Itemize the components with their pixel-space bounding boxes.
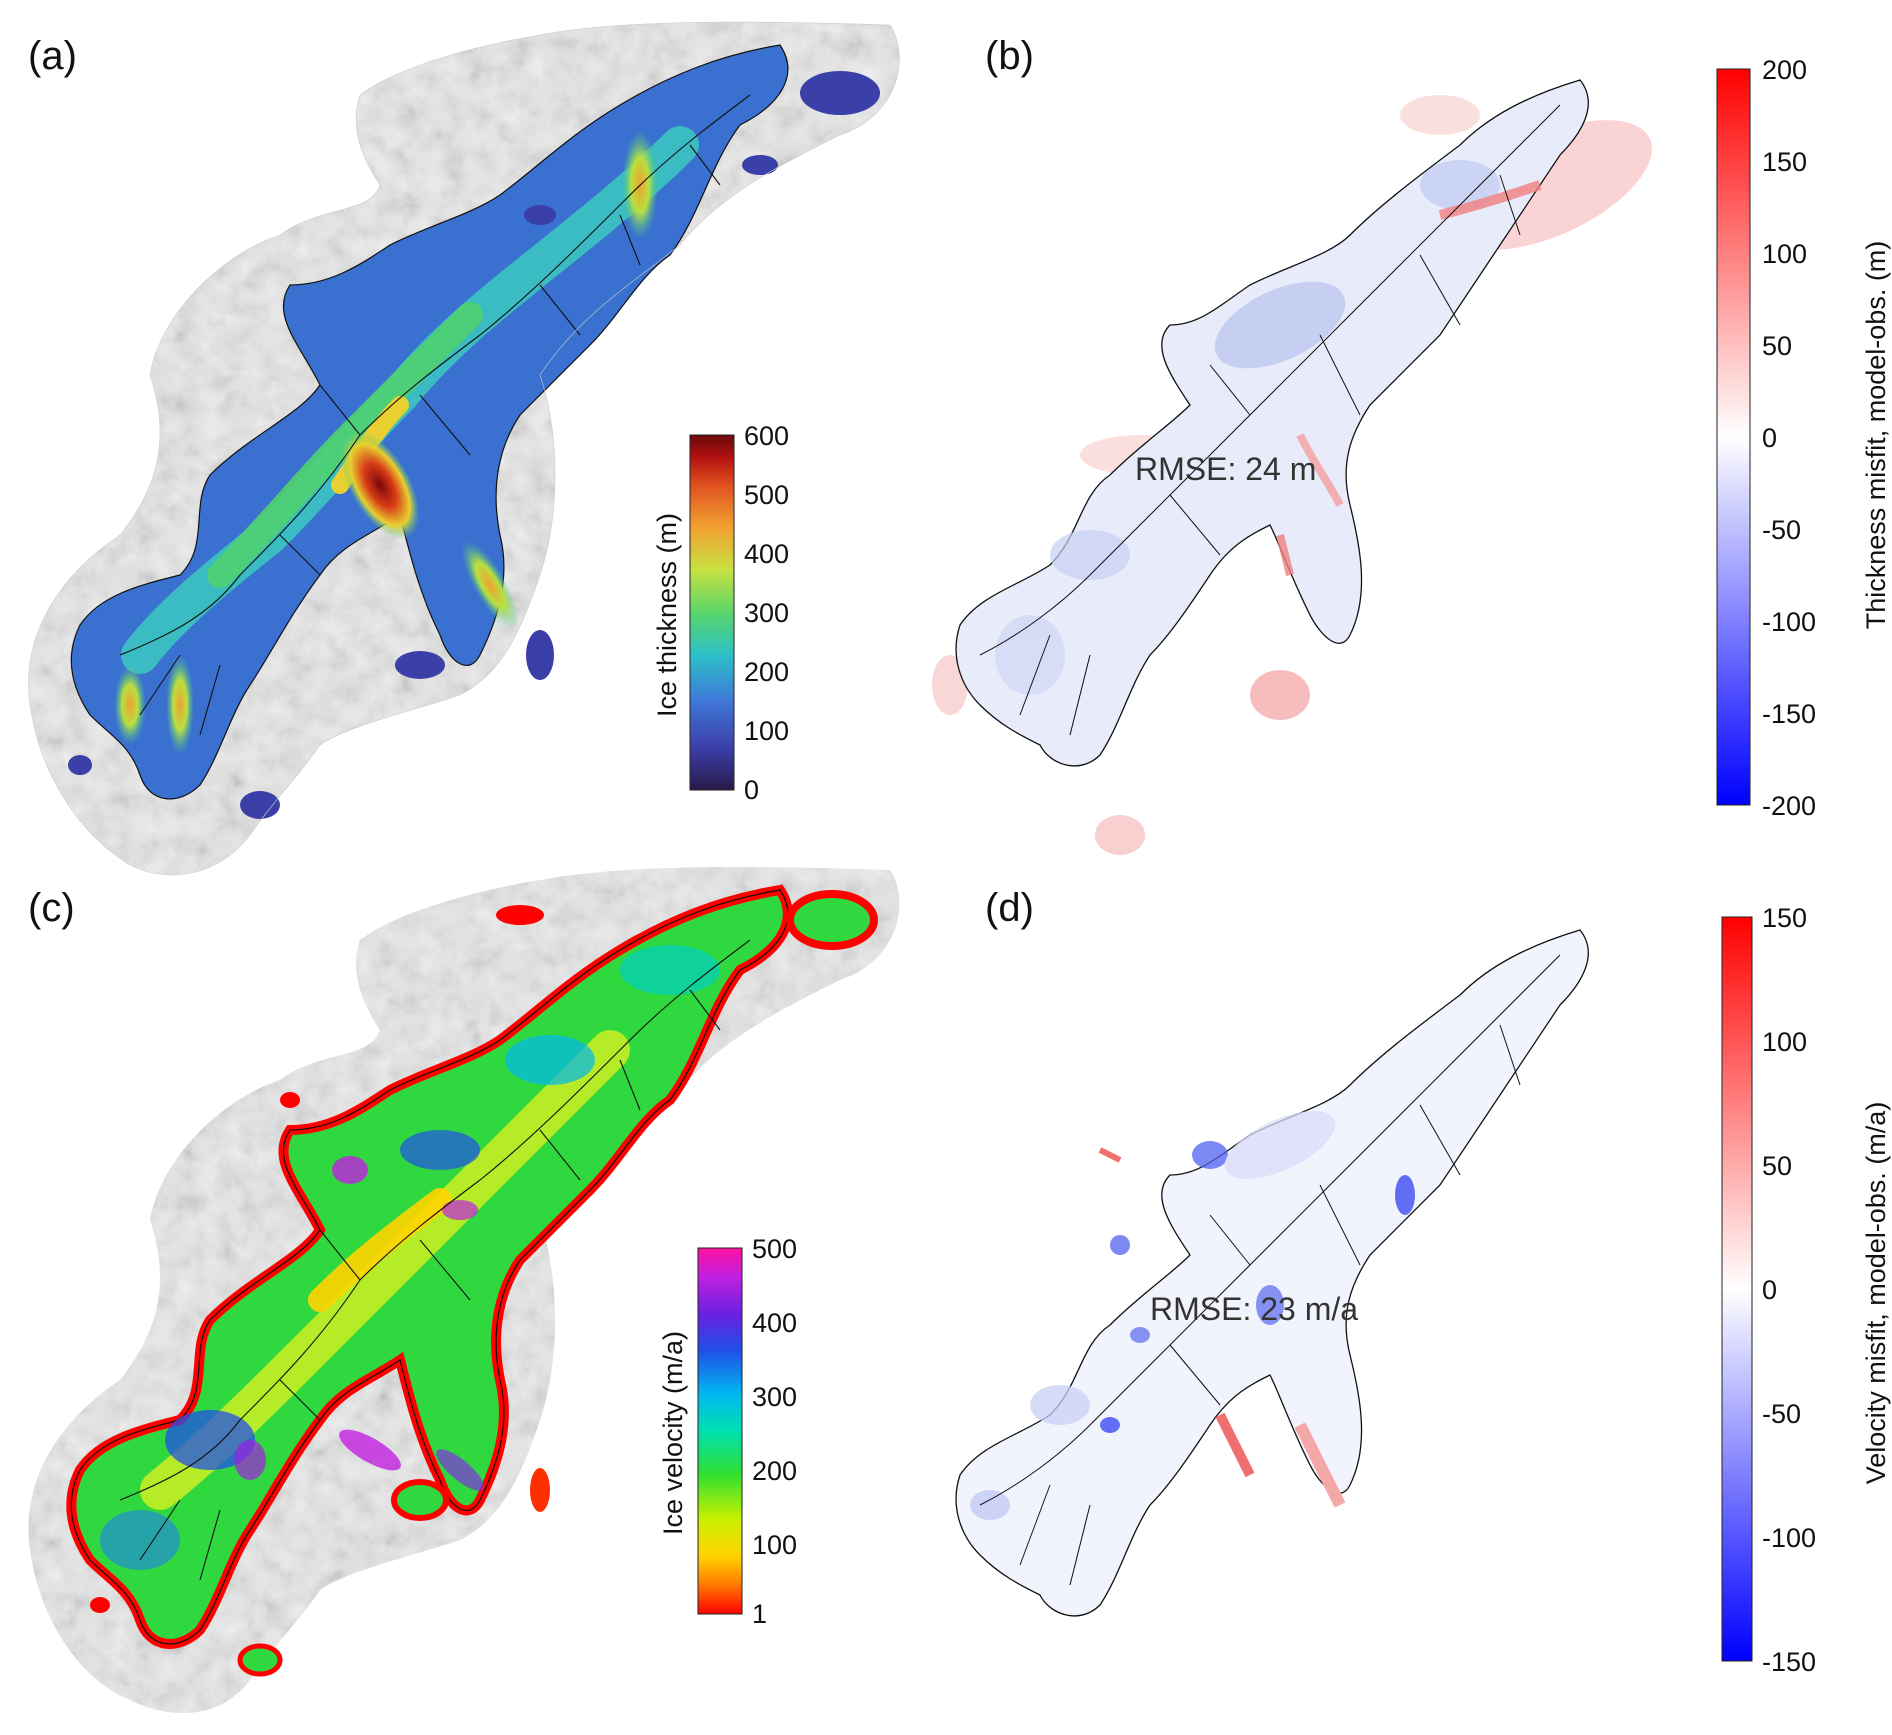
flowlines-b bbox=[979, 104, 1561, 736]
thickness-tick-400: 400 bbox=[744, 539, 789, 569]
misfit-red-d bbox=[1098, 1147, 1346, 1508]
thickness-colorbar-title: Ice thickness (m) bbox=[652, 513, 682, 717]
velocity-tick-300: 300 bbox=[752, 1382, 797, 1412]
thickness-misfit-tick-100: 100 bbox=[1762, 239, 1807, 269]
velocity-colorbar: 500 400 300 200 100 1 Ice velocity (m/a) bbox=[658, 1238, 797, 1628]
velocity-misfit-map: RMSE: 23 m/a bbox=[955, 929, 1589, 1617]
thickness-misfit-tick-minus150: -150 bbox=[1762, 699, 1816, 729]
panel-label-b: (b) bbox=[985, 34, 1034, 78]
velocity-map bbox=[28, 867, 900, 1714]
velocity-misfit-tick-50: 50 bbox=[1762, 1151, 1792, 1181]
velocity-tick-1: 1 bbox=[752, 1599, 767, 1628]
thickness-misfit-colorbar-title: Thickness misfit, model-obs. (m) bbox=[1861, 241, 1891, 630]
panel-label-d: (d) bbox=[985, 886, 1034, 930]
thickness-misfit-colorbar: 200 150 100 50 0 -50 -100 -150 -200 Thic… bbox=[1716, 55, 1891, 821]
misfit-red-b bbox=[1276, 180, 1542, 576]
velocity-tick-200: 200 bbox=[752, 1456, 797, 1486]
thickness-misfit-tick-minus200: -200 bbox=[1762, 791, 1816, 821]
thickness-misfit-tick-150: 150 bbox=[1762, 147, 1807, 177]
velocity-misfit-colorbar: 150 100 50 0 -50 -100 -150 Velocity misf… bbox=[1721, 903, 1891, 1677]
velocity-tick-400: 400 bbox=[752, 1308, 797, 1338]
thickness-misfit-tick-200: 200 bbox=[1762, 55, 1807, 85]
rmse-velocity: RMSE: 23 m/a bbox=[1150, 1291, 1358, 1327]
panel-label-c: (c) bbox=[28, 886, 75, 930]
thickness-misfit-tick-minus100: -100 bbox=[1762, 607, 1816, 637]
velocity-misfit-tick-150: 150 bbox=[1762, 903, 1807, 933]
thickness-misfit-tick-50: 50 bbox=[1762, 331, 1792, 361]
thickness-misfit-tick-0: 0 bbox=[1762, 423, 1777, 453]
misfit-blue-b bbox=[995, 160, 1500, 695]
velocity-misfit-colorbar-title: Velocity misfit, model-obs. (m/a) bbox=[1861, 1102, 1891, 1485]
velocity-tick-100: 100 bbox=[752, 1530, 797, 1560]
velocity-misfit-tick-minus150: -150 bbox=[1762, 1647, 1816, 1677]
misfit-blue-d bbox=[970, 1110, 1415, 1520]
ice-extent-c bbox=[66, 884, 878, 1677]
velocity-misfit-tick-minus100: -100 bbox=[1762, 1523, 1816, 1553]
flowlines-d bbox=[979, 954, 1561, 1586]
velocity-misfit-tick-0: 0 bbox=[1762, 1275, 1777, 1305]
thickness-misfit-map: RMSE: 24 m bbox=[932, 79, 1652, 855]
thickness-map bbox=[27, 21, 900, 876]
ice-extent-b bbox=[955, 79, 1589, 767]
velocity-colorbar-title: Ice velocity (m/a) bbox=[658, 1331, 688, 1535]
ice-extent-d bbox=[955, 929, 1589, 1617]
thickness-tick-500: 500 bbox=[744, 480, 789, 510]
flowlines-c bbox=[119, 939, 751, 1581]
thickness-tick-200: 200 bbox=[744, 657, 789, 687]
thickness-tick-100: 100 bbox=[744, 716, 789, 746]
thickness-colorbar: 600 500 400 300 200 100 0 Ice thickness … bbox=[652, 425, 789, 805]
thickness-tick-0: 0 bbox=[744, 775, 759, 805]
velocity-misfit-tick-100: 100 bbox=[1762, 1027, 1807, 1057]
thickness-tick-300: 300 bbox=[744, 598, 789, 628]
ice-extent-a bbox=[68, 44, 880, 819]
velocity-misfit-tick-minus50: -50 bbox=[1762, 1399, 1801, 1429]
thickness-misfit-tick-minus50: -50 bbox=[1762, 515, 1801, 545]
panel-label-a: (a) bbox=[28, 34, 77, 78]
flowlines-a bbox=[119, 94, 751, 736]
thickness-tick-600: 600 bbox=[744, 425, 789, 451]
velocity-tick-500: 500 bbox=[752, 1238, 797, 1264]
rmse-thickness: RMSE: 24 m bbox=[1135, 451, 1316, 487]
